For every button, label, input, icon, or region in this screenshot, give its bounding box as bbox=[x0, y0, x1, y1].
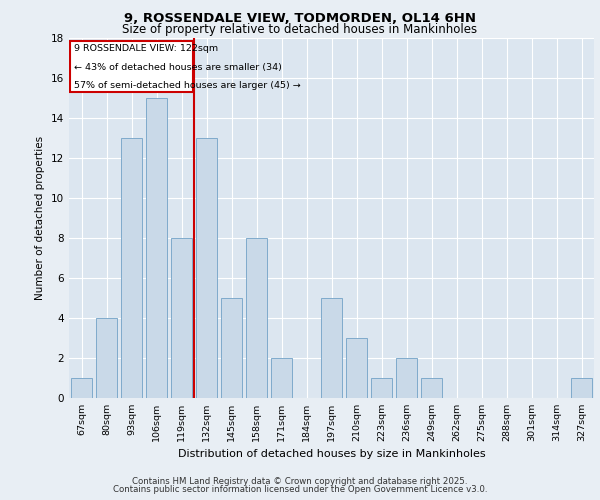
Text: 57% of semi-detached houses are larger (45) →: 57% of semi-detached houses are larger (… bbox=[74, 80, 301, 90]
Bar bbox=[271, 358, 292, 398]
Bar bbox=[121, 138, 142, 398]
Text: 9 ROSSENDALE VIEW: 122sqm: 9 ROSSENDALE VIEW: 122sqm bbox=[74, 44, 218, 53]
Text: Contains public sector information licensed under the Open Government Licence v3: Contains public sector information licen… bbox=[113, 485, 487, 494]
Text: 9, ROSSENDALE VIEW, TODMORDEN, OL14 6HN: 9, ROSSENDALE VIEW, TODMORDEN, OL14 6HN bbox=[124, 12, 476, 26]
Bar bbox=[196, 138, 217, 398]
Bar bbox=[321, 298, 342, 398]
Bar bbox=[371, 378, 392, 398]
Bar bbox=[96, 318, 117, 398]
Bar bbox=[70, 40, 193, 92]
Bar bbox=[421, 378, 442, 398]
Y-axis label: Number of detached properties: Number of detached properties bbox=[35, 136, 46, 300]
X-axis label: Distribution of detached houses by size in Mankinholes: Distribution of detached houses by size … bbox=[178, 449, 485, 459]
Text: ← 43% of detached houses are smaller (34): ← 43% of detached houses are smaller (34… bbox=[74, 62, 282, 72]
Bar bbox=[71, 378, 92, 398]
Bar bbox=[346, 338, 367, 398]
Text: Size of property relative to detached houses in Mankinholes: Size of property relative to detached ho… bbox=[122, 24, 478, 36]
Bar bbox=[396, 358, 417, 398]
Bar bbox=[246, 238, 267, 398]
Bar bbox=[221, 298, 242, 398]
Text: Contains HM Land Registry data © Crown copyright and database right 2025.: Contains HM Land Registry data © Crown c… bbox=[132, 477, 468, 486]
Bar bbox=[171, 238, 192, 398]
Bar bbox=[146, 98, 167, 398]
Bar bbox=[571, 378, 592, 398]
